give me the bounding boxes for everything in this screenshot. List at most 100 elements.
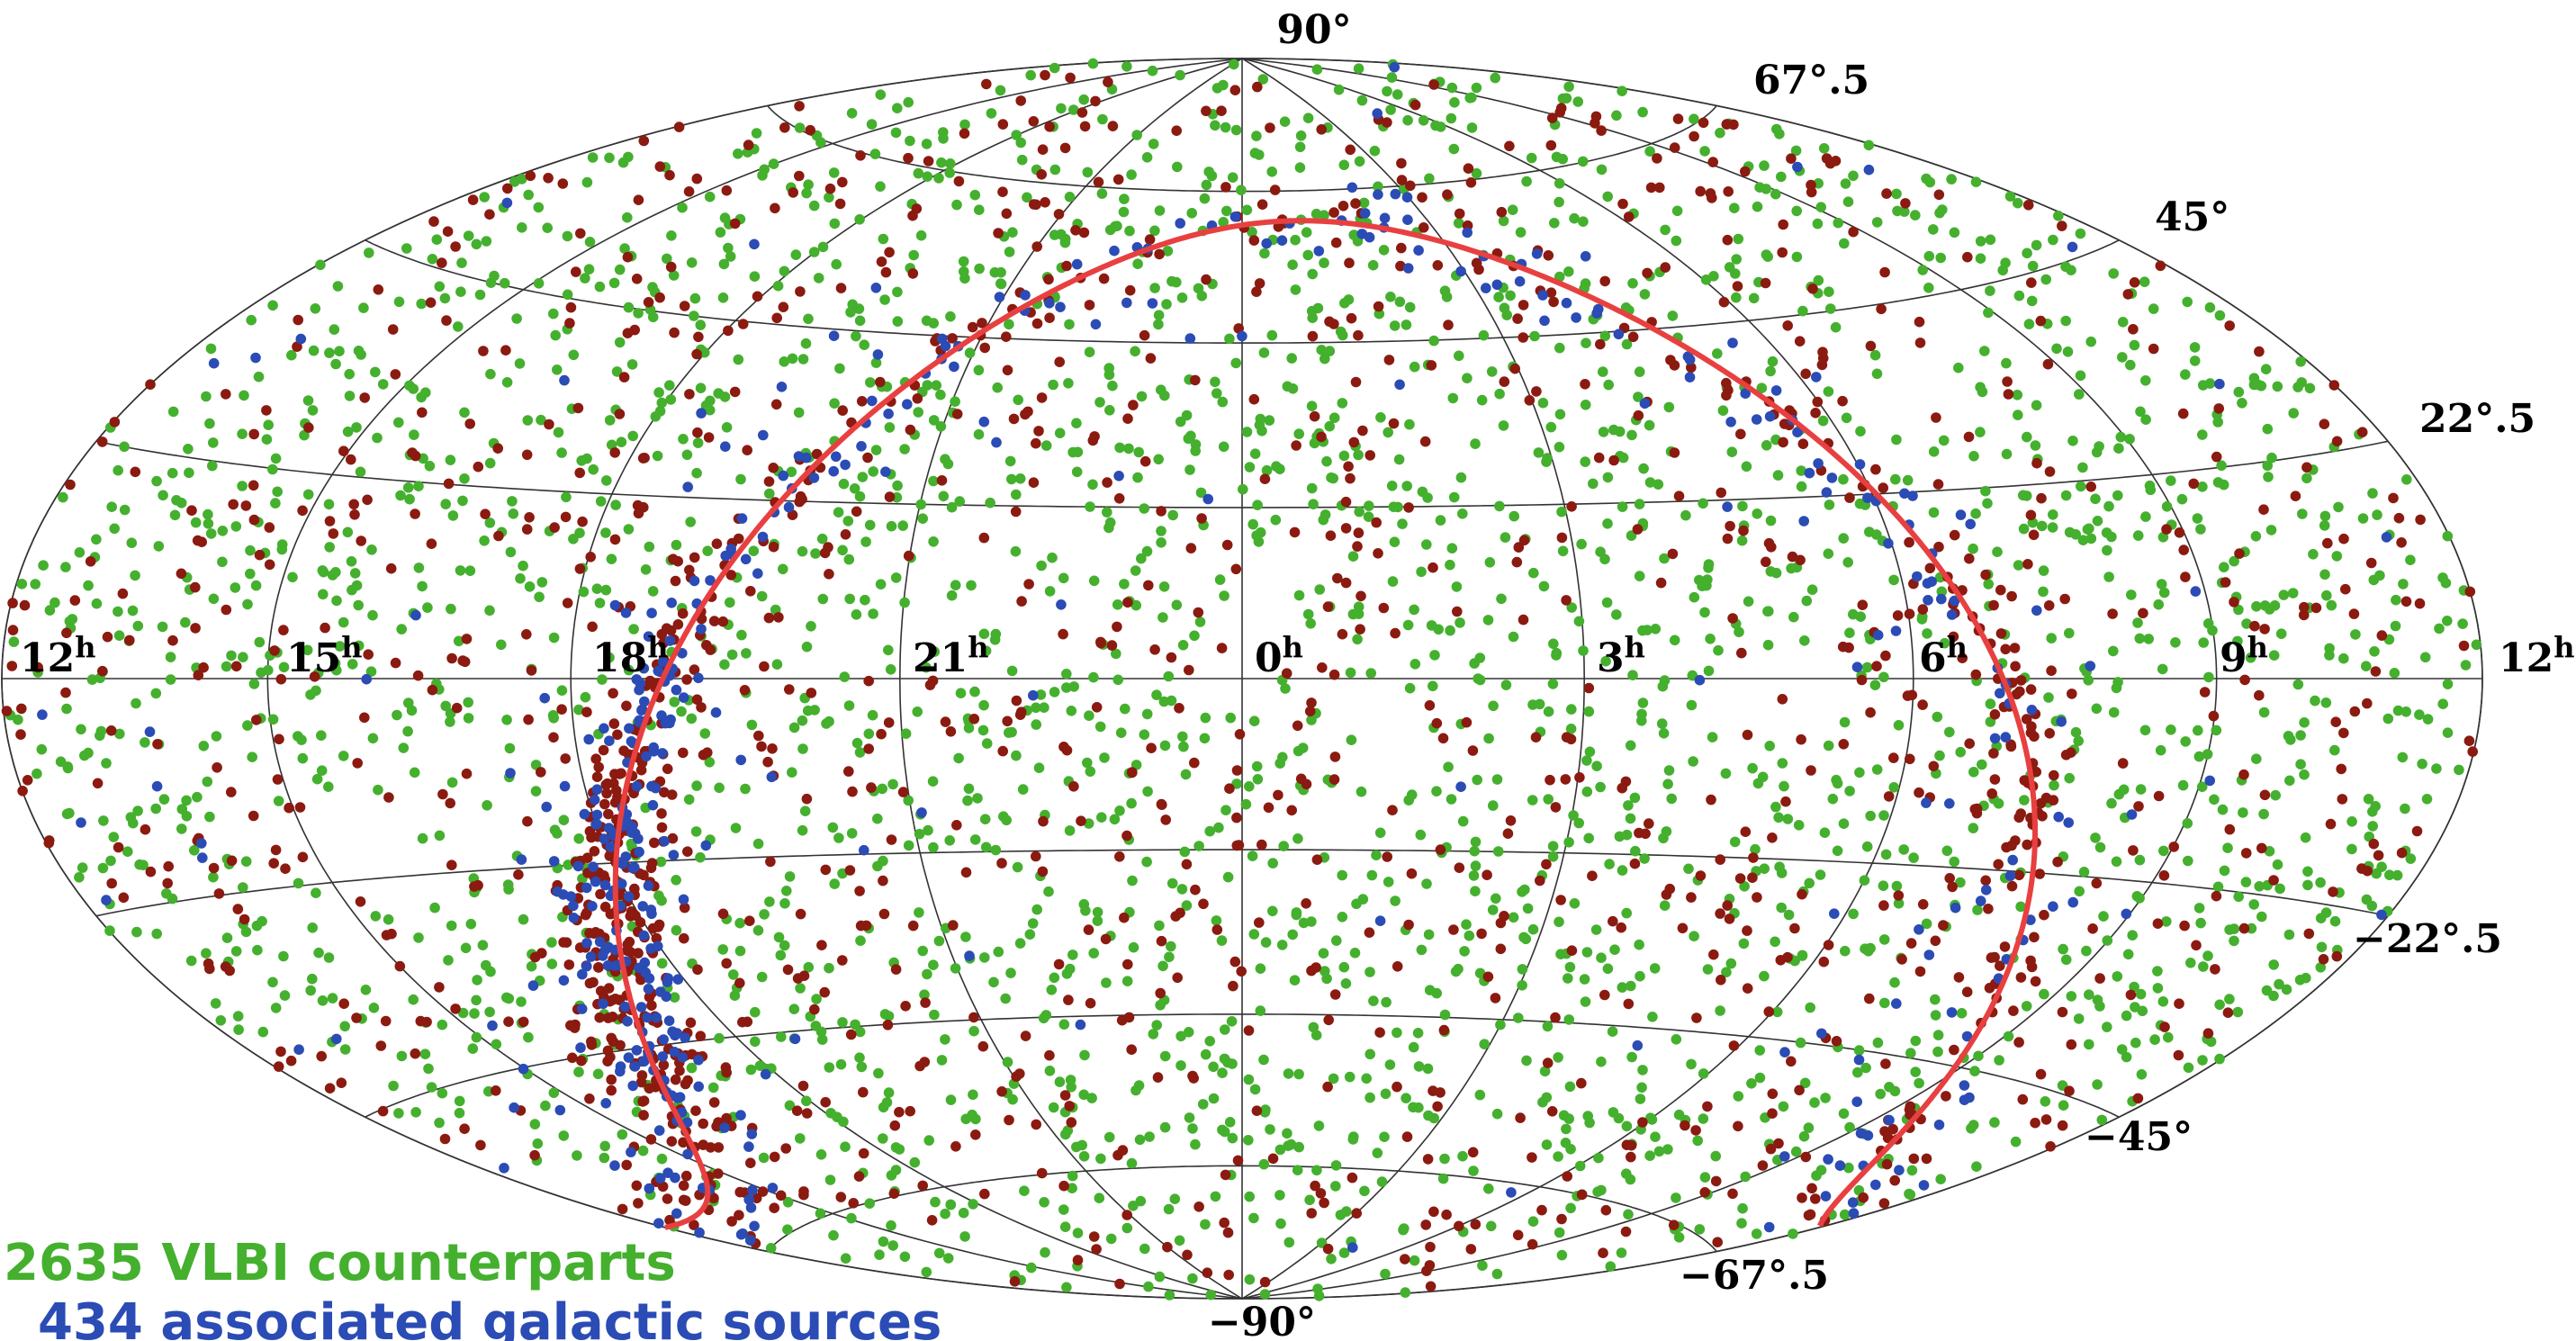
vlbi-counterpart-point	[370, 366, 381, 378]
source-point	[536, 767, 546, 778]
vlbi-counterpart-point	[692, 437, 704, 448]
source-point	[1838, 739, 1850, 750]
source-point	[1914, 316, 1925, 328]
source-point	[1004, 1114, 1014, 1126]
vlbi-counterpart-point	[482, 800, 492, 811]
vlbi-counterpart-point	[1151, 1020, 1162, 1030]
source-point	[2030, 1117, 2040, 1129]
vlbi-counterpart-point	[945, 158, 956, 169]
vlbi-counterpart-point	[130, 570, 140, 581]
vlbi-counterpart-point	[1740, 1171, 1751, 1183]
vlbi-counterpart-point	[2013, 197, 2023, 209]
vlbi-counterpart-point	[1505, 290, 1516, 302]
source-point	[768, 463, 779, 473]
vlbi-counterpart-point	[2075, 228, 2086, 239]
vlbi-counterpart-point	[2064, 772, 2075, 784]
vlbi-counterpart-point	[2389, 668, 2400, 679]
galactic-source-point	[640, 967, 651, 978]
vlbi-counterpart-point	[1671, 205, 1683, 217]
vlbi-counterpart-point	[1483, 1184, 1494, 1194]
source-point	[1036, 169, 1047, 180]
vlbi-counterpart-point	[98, 815, 109, 826]
vlbi-counterpart-point	[1893, 898, 1905, 909]
galactic-source-point	[1829, 908, 1840, 919]
vlbi-counterpart-point	[2246, 922, 2257, 934]
vlbi-counterpart-point	[1166, 275, 1177, 287]
source-point	[1689, 130, 1699, 142]
source-point	[2411, 825, 2423, 837]
vlbi-counterpart-point	[1054, 1076, 1066, 1087]
source-point	[763, 476, 775, 487]
source-point	[2336, 763, 2346, 775]
source-point	[2010, 661, 2021, 672]
source-point	[1102, 477, 1112, 488]
vlbi-counterpart-point	[2157, 532, 2169, 543]
source-point	[953, 176, 965, 187]
vlbi-counterpart-point	[2260, 364, 2272, 375]
vlbi-counterpart-point	[1617, 501, 1628, 512]
source-point	[903, 152, 914, 164]
vlbi-counterpart-point	[752, 925, 764, 936]
source-point	[1800, 368, 1811, 380]
vlbi-counterpart-point	[1101, 977, 1112, 988]
vlbi-counterpart-point	[372, 432, 383, 444]
vlbi-counterpart-point	[1338, 1247, 1350, 1258]
vlbi-counterpart-point	[1087, 58, 1099, 69]
vlbi-counterpart-point	[2346, 816, 2357, 827]
vlbi-counterpart-point	[886, 1220, 896, 1231]
source-point	[1156, 798, 1167, 810]
source-point	[1144, 234, 1156, 245]
source-point	[1002, 364, 1013, 376]
source-point	[666, 789, 678, 800]
vlbi-counterpart-point	[1290, 234, 1301, 246]
galactic-source-point	[1147, 298, 1158, 309]
source-point	[1652, 153, 1662, 164]
source-point	[284, 802, 294, 814]
source-point	[2290, 490, 2301, 501]
source-point	[2400, 596, 2412, 608]
vlbi-counterpart-point	[878, 233, 889, 245]
source-point	[695, 1030, 707, 1041]
source-point	[1593, 452, 1605, 464]
source-point	[328, 528, 339, 539]
vlbi-counterpart-point	[1939, 637, 1950, 649]
galactic-source-point	[1632, 1040, 1644, 1051]
vlbi-counterpart-point	[803, 961, 815, 973]
vlbi-counterpart-point	[2157, 996, 2169, 1007]
vlbi-counterpart-point	[2021, 1001, 2032, 1012]
vlbi-counterpart-point	[827, 822, 839, 833]
vlbi-counterpart-point	[2310, 695, 2320, 706]
vlbi-counterpart-point	[2157, 663, 2168, 675]
vlbi-counterpart-point	[2460, 660, 2472, 670]
vlbi-counterpart-point	[856, 1061, 868, 1073]
galactic-source-point	[600, 1098, 611, 1109]
source-point	[359, 392, 371, 403]
source-point	[855, 920, 867, 932]
vlbi-counterpart-point	[395, 490, 406, 501]
source-point	[653, 922, 664, 932]
vlbi-counterpart-point	[1302, 112, 1314, 123]
vlbi-counterpart-point	[2295, 759, 2306, 770]
vlbi-counterpart-point	[2166, 724, 2176, 735]
vlbi-counterpart-point	[1044, 586, 1056, 597]
vlbi-counterpart-point	[1401, 1093, 1411, 1103]
vlbi-counterpart-point	[1596, 1184, 1607, 1196]
source-point	[1392, 961, 1403, 972]
ra-tick-label: 9h	[2220, 630, 2268, 681]
vlbi-counterpart-point	[756, 590, 768, 602]
vlbi-counterpart-point	[1464, 930, 1475, 941]
vlbi-counterpart-point	[1574, 1160, 1586, 1172]
galactic-source-point	[1359, 208, 1371, 219]
vlbi-counterpart-point	[2073, 1013, 2085, 1024]
vlbi-counterpart-point	[1413, 1061, 1425, 1072]
source-point	[1160, 814, 1171, 825]
vlbi-counterpart-point	[2229, 935, 2239, 947]
vlbi-counterpart-point	[1012, 861, 1023, 873]
vlbi-counterpart-point	[302, 489, 314, 500]
galactic-source-point	[870, 283, 882, 293]
vlbi-counterpart-point	[1132, 258, 1143, 270]
vlbi-counterpart-point	[1126, 797, 1137, 809]
source-point	[145, 866, 157, 878]
vlbi-counterpart-point	[1634, 366, 1645, 377]
vlbi-counterpart-point	[719, 659, 730, 670]
